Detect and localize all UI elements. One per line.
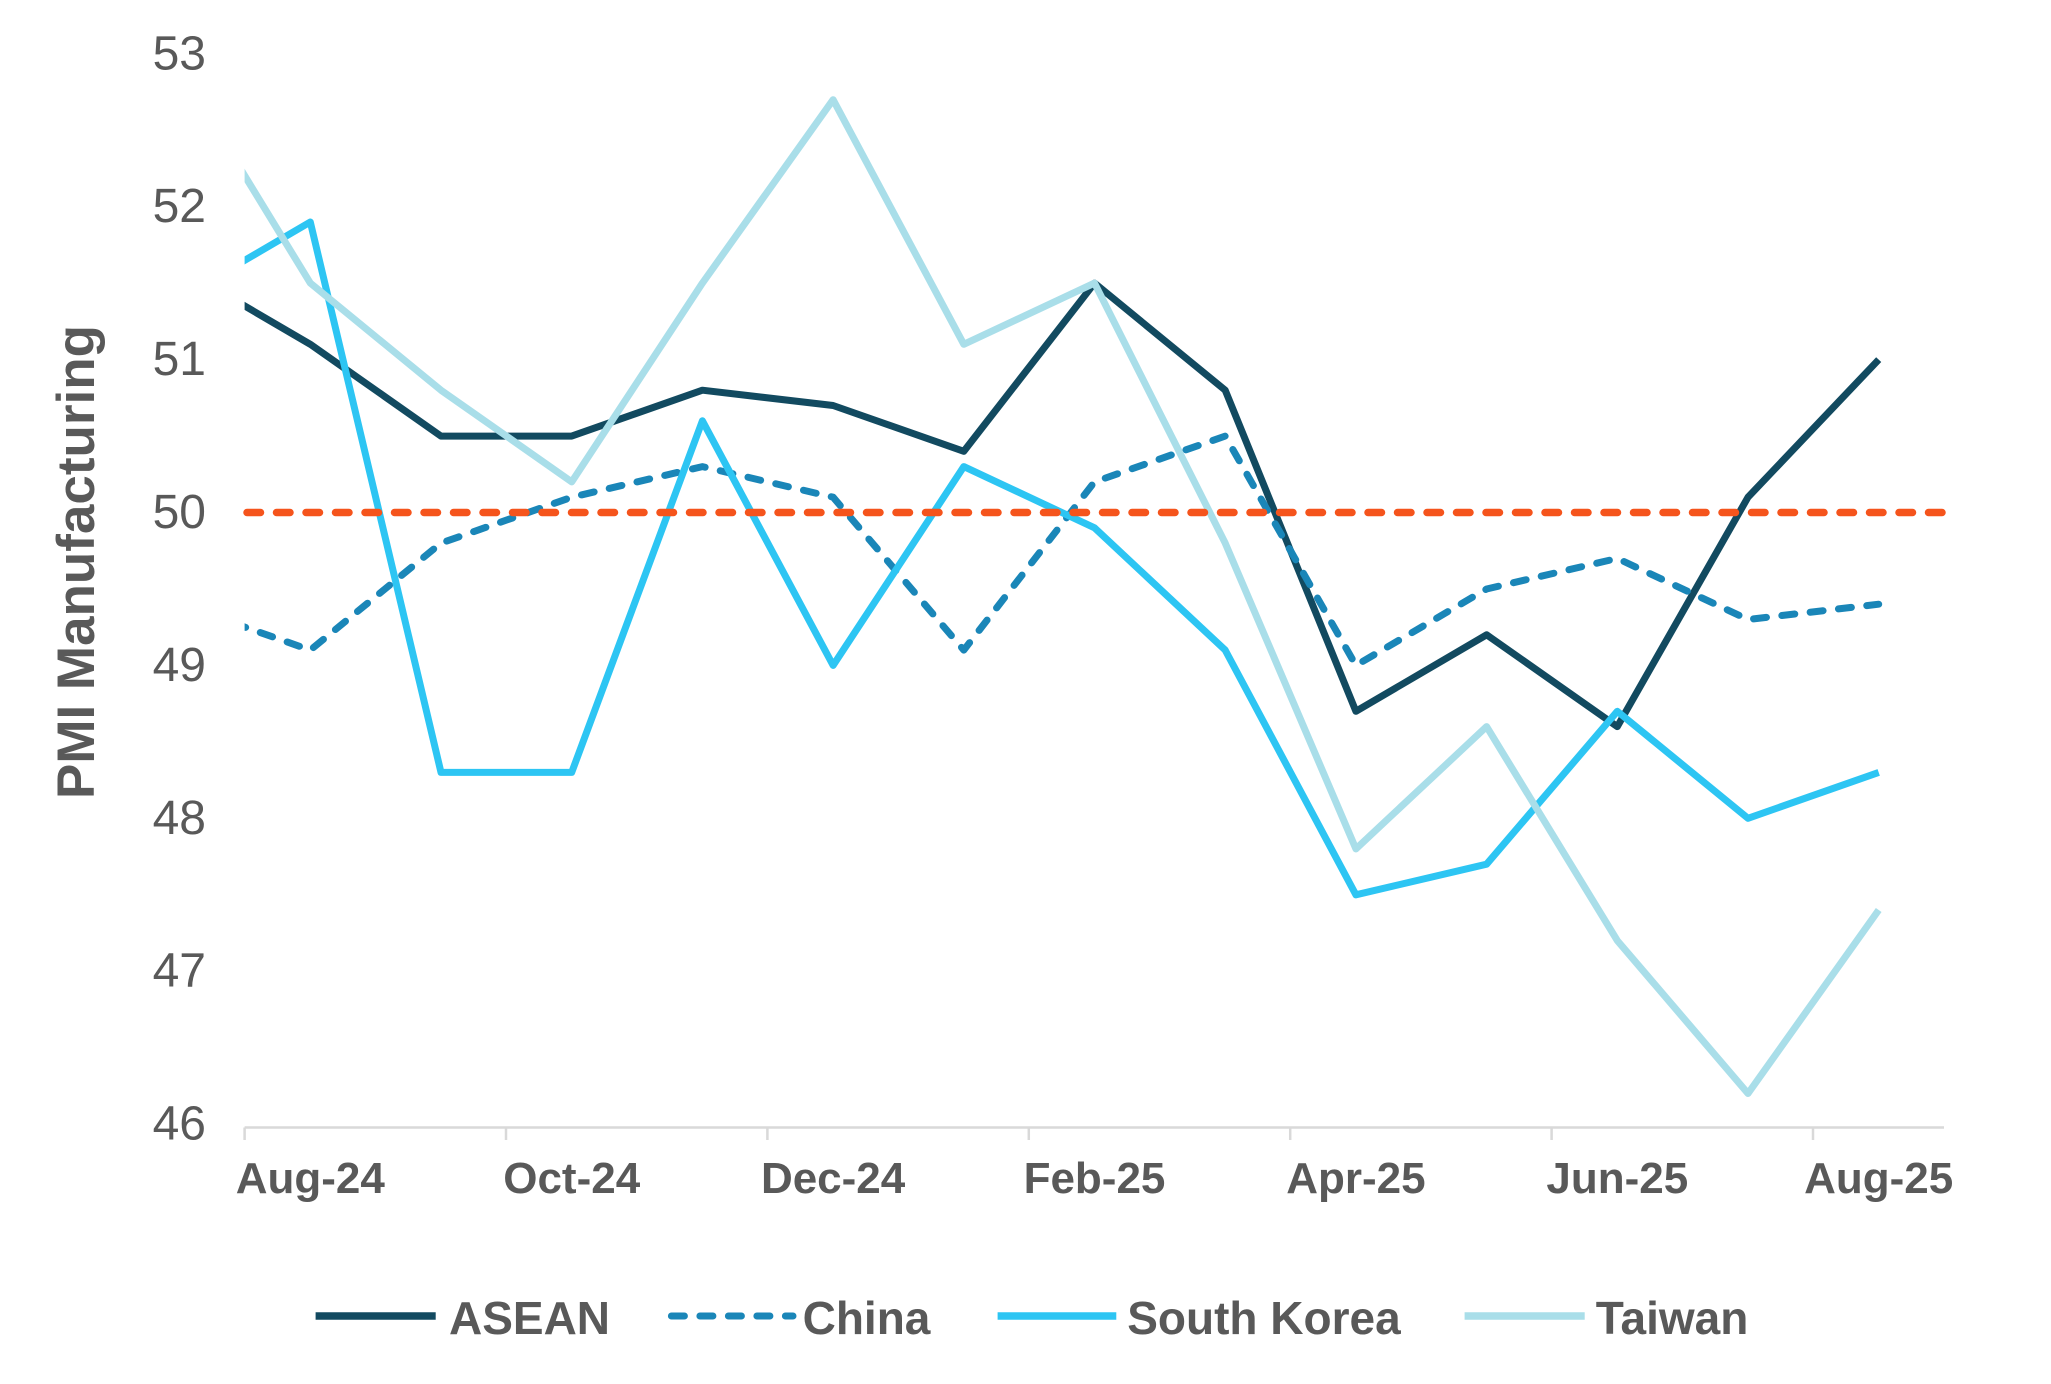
svg-text:PMI Manufacturing: PMI Manufacturing xyxy=(47,325,106,799)
svg-text:Dec-24: Dec-24 xyxy=(761,1154,906,1203)
svg-text:Jun-25: Jun-25 xyxy=(1546,1154,1688,1203)
svg-text:53: 53 xyxy=(153,27,206,80)
svg-text:Feb-25: Feb-25 xyxy=(1024,1154,1166,1203)
svg-text:ASEAN: ASEAN xyxy=(449,1292,610,1344)
svg-text:50: 50 xyxy=(153,486,206,539)
svg-text:Aug-25: Aug-25 xyxy=(1804,1154,1953,1203)
svg-text:49: 49 xyxy=(153,639,206,692)
svg-text:Taiwan: Taiwan xyxy=(1596,1292,1749,1344)
svg-text:China: China xyxy=(803,1292,931,1344)
svg-text:47: 47 xyxy=(153,945,206,998)
svg-text:Aug-24: Aug-24 xyxy=(236,1154,386,1203)
svg-text:51: 51 xyxy=(153,333,206,386)
svg-text:48: 48 xyxy=(153,792,206,845)
svg-text:Oct-24: Oct-24 xyxy=(503,1154,640,1203)
svg-text:Apr-25: Apr-25 xyxy=(1286,1154,1425,1203)
svg-text:South Korea: South Korea xyxy=(1127,1292,1401,1344)
svg-text:46: 46 xyxy=(153,1098,206,1151)
svg-text:52: 52 xyxy=(153,180,206,233)
